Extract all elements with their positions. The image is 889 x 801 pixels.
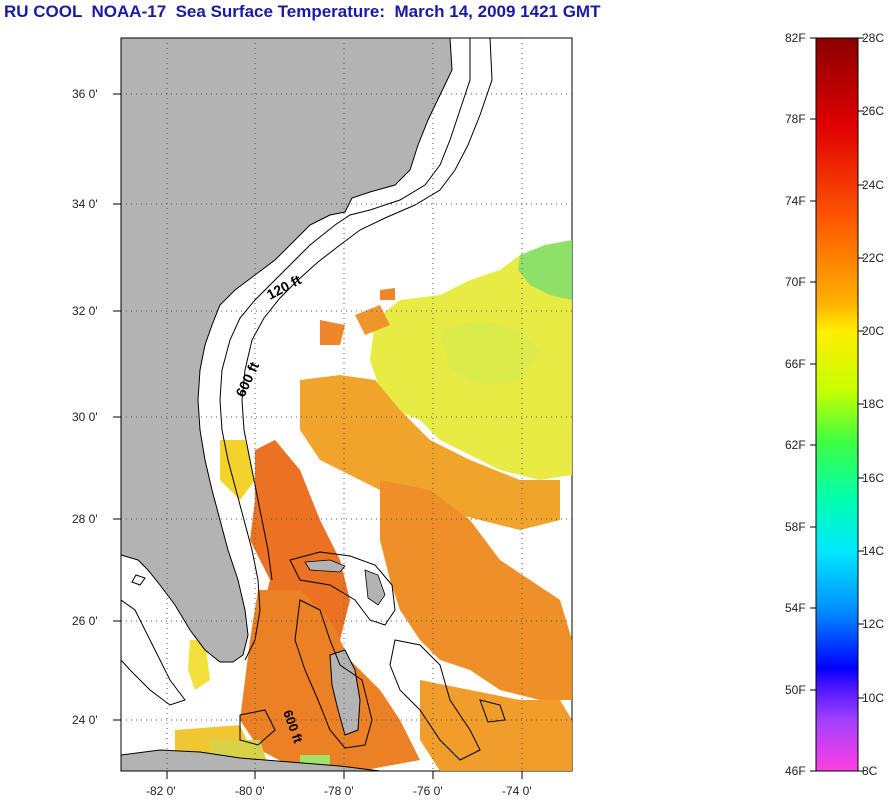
colorbar-c-10: 10C	[862, 691, 885, 705]
lon-label-74: -74 0'	[502, 784, 532, 798]
bathymetry-contours	[121, 38, 506, 761]
sst-data	[175, 240, 572, 771]
colorbar-c-12: 12C	[862, 617, 885, 631]
colorbar-c-24: 24C	[862, 178, 885, 192]
lat-label-26: 26 0'	[72, 614, 98, 628]
colorbar-f-82: 82F	[785, 31, 806, 45]
colorbar-f-66: 66F	[785, 357, 806, 371]
colorbar-c-26: 26C	[862, 104, 885, 118]
land-cuba	[121, 749, 381, 771]
land-abaco	[364, 569, 386, 606]
colorbar-c-18: 18C	[862, 397, 885, 411]
lat-label-34: 34 0'	[72, 197, 98, 211]
lon-label-82: -82 0'	[146, 784, 176, 798]
lon-label-76: -76 0'	[413, 784, 443, 798]
colorbar-f-62: 62F	[785, 438, 806, 452]
land-andros	[329, 649, 361, 736]
colorbar-f-70: 70F	[785, 275, 806, 289]
colorbar	[815, 37, 859, 772]
land-us-coast	[121, 38, 453, 663]
colorbar-f-74: 74F	[785, 194, 806, 208]
colorbar-c-8: 8C	[862, 764, 878, 778]
lon-label-78: -78 0'	[324, 784, 354, 798]
colorbar-c-22: 22C	[862, 251, 885, 265]
lat-label-24: 24 0'	[72, 713, 98, 727]
colorbar-ticks	[810, 37, 864, 772]
colorbar-f-58: 58F	[785, 520, 806, 534]
colorbar-c-20: 20C	[862, 324, 885, 338]
lat-label-30: 30 0'	[72, 410, 98, 424]
axis-ticks	[113, 93, 523, 779]
lat-label-32: 32 0'	[72, 304, 98, 318]
lat-lon-grid	[121, 38, 572, 771]
map-title: RU COOL NOAA-17 Sea Surface Temperature:…	[4, 2, 601, 21]
colorbar-c-28: 28C	[862, 31, 885, 45]
land-grand-bahama	[304, 559, 346, 573]
colorbar-c-14: 14C	[862, 544, 885, 558]
lat-label-28: 28 0'	[72, 512, 98, 526]
colorbar-f-54: 54F	[785, 601, 806, 615]
lon-label-80: -80 0'	[235, 784, 265, 798]
colorbar-f-50: 50F	[785, 683, 806, 697]
colorbar-f-46: 46F	[785, 764, 806, 778]
lat-label-36: 36 0'	[72, 87, 98, 101]
colorbar-f-78: 78F	[785, 112, 806, 126]
colorbar-c-16: 16C	[862, 471, 885, 485]
